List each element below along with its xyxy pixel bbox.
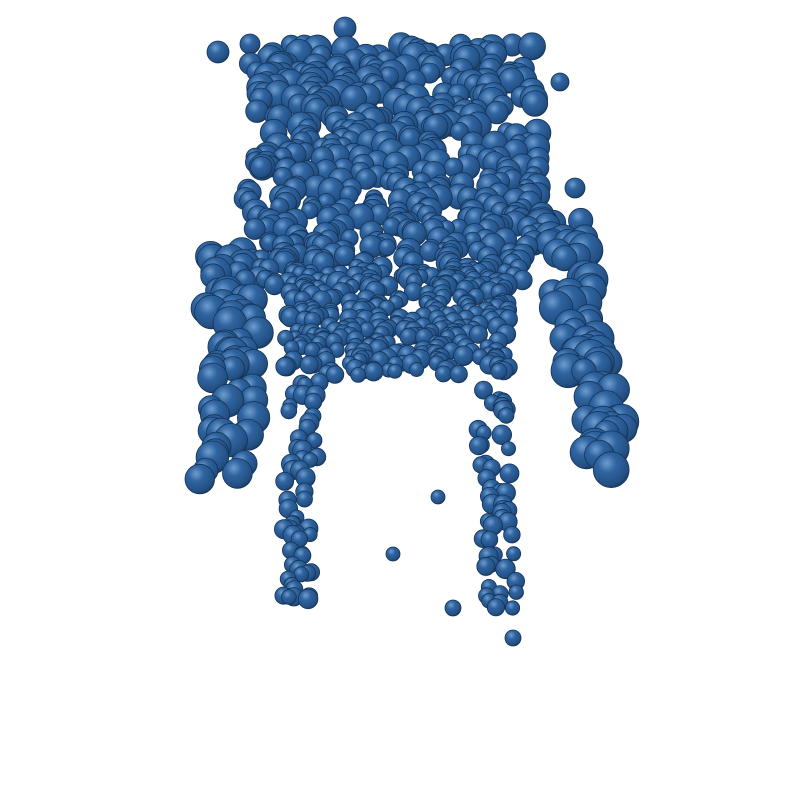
sphere — [486, 598, 505, 617]
sphere — [280, 402, 298, 420]
sphere — [504, 629, 522, 647]
sphere — [474, 380, 493, 400]
sphere — [480, 530, 499, 549]
sphere — [243, 218, 266, 240]
sphere — [449, 364, 468, 384]
sphere — [468, 436, 488, 456]
sphere — [206, 40, 230, 64]
sphere — [499, 463, 520, 484]
sphere — [275, 471, 295, 491]
sphere — [350, 366, 367, 383]
sphere — [296, 490, 313, 508]
sphere — [334, 245, 356, 267]
sphere-group — [184, 16, 640, 647]
sphere — [325, 365, 345, 384]
sphere — [239, 33, 261, 55]
sphere — [468, 324, 488, 344]
sphere — [430, 489, 446, 505]
sphere — [476, 556, 496, 576]
sphere — [506, 546, 522, 562]
sphere — [504, 600, 521, 616]
sphere — [222, 458, 253, 489]
sphere — [250, 156, 273, 179]
sphere — [592, 451, 630, 489]
sphere — [498, 407, 515, 424]
sphere — [491, 424, 513, 446]
sphere — [399, 327, 418, 346]
sphere — [551, 245, 578, 272]
sphere — [197, 362, 228, 394]
sphere — [184, 463, 216, 495]
sphere — [378, 238, 396, 257]
sphere — [503, 526, 521, 544]
sphere — [299, 355, 319, 375]
sphere — [275, 356, 295, 377]
sphere — [564, 177, 586, 199]
sphere — [281, 589, 297, 605]
sphere — [408, 361, 424, 377]
sphere — [387, 363, 403, 379]
sphere — [444, 599, 462, 617]
sphere — [434, 365, 452, 383]
sphere — [521, 90, 549, 117]
sphere — [297, 588, 319, 610]
sphere — [508, 584, 524, 600]
sphere — [518, 32, 546, 61]
sphere — [550, 72, 570, 92]
sphere — [363, 361, 384, 382]
sphere — [500, 441, 516, 457]
sphere — [355, 168, 378, 190]
sphere — [490, 362, 508, 380]
sphere — [385, 546, 401, 562]
